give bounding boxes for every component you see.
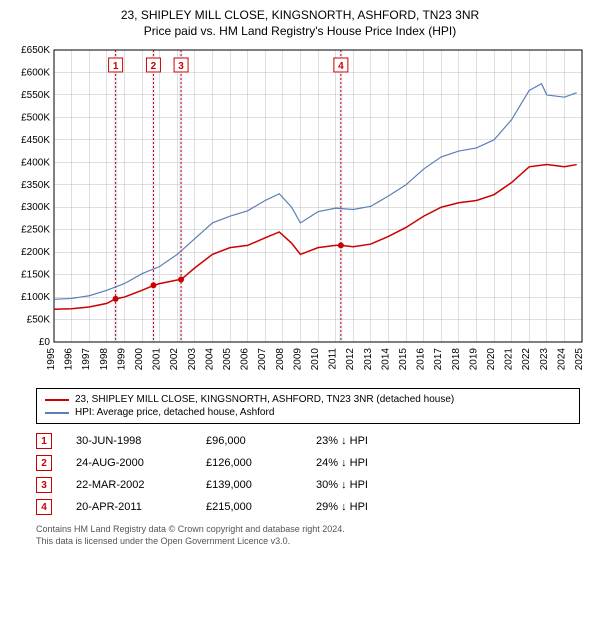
svg-text:2025: 2025 xyxy=(574,348,585,371)
svg-text:2010: 2010 xyxy=(310,348,321,371)
svg-text:2005: 2005 xyxy=(222,348,233,371)
svg-text:£400K: £400K xyxy=(21,157,50,168)
chart-title: 23, SHIPLEY MILL CLOSE, KINGSNORTH, ASHF… xyxy=(0,0,600,42)
svg-text:2008: 2008 xyxy=(275,348,286,371)
svg-text:2: 2 xyxy=(151,61,157,72)
svg-text:£650K: £650K xyxy=(21,45,50,56)
sales-diff: 29% ↓ HPI xyxy=(316,501,426,513)
svg-text:4: 4 xyxy=(338,61,344,72)
svg-text:3: 3 xyxy=(178,61,184,72)
page: 23, SHIPLEY MILL CLOSE, KINGSNORTH, ASHF… xyxy=(0,0,600,547)
sales-diff: 24% ↓ HPI xyxy=(316,457,426,469)
svg-text:£500K: £500K xyxy=(21,112,50,123)
svg-text:£300K: £300K xyxy=(21,202,50,213)
svg-text:£50K: £50K xyxy=(27,315,51,326)
svg-text:2009: 2009 xyxy=(292,348,303,371)
svg-text:2020: 2020 xyxy=(486,348,497,371)
sales-price: £139,000 xyxy=(206,479,316,491)
sales-date: 30-JUN-1998 xyxy=(76,435,206,447)
sales-row: 4 20-APR-2011£215,00029% ↓ HPI xyxy=(36,496,580,518)
svg-text:2006: 2006 xyxy=(240,348,251,371)
chart-svg: £0 £50K £100K £150K £200K £250K £300K £350K £400… xyxy=(10,42,590,382)
sales-row: 3 22-MAR-2002£139,00030% ↓ HPI xyxy=(36,474,580,496)
svg-text:2022: 2022 xyxy=(521,348,532,371)
sales-marker: 1 xyxy=(36,433,52,449)
svg-text:£350K: £350K xyxy=(21,180,50,191)
sales-date: 24-AUG-2000 xyxy=(76,457,206,469)
legend: 23, SHIPLEY MILL CLOSE, KINGSNORTH, ASHF… xyxy=(36,388,580,424)
svg-text:1999: 1999 xyxy=(116,348,127,371)
svg-text:2012: 2012 xyxy=(345,348,356,371)
svg-text:2023: 2023 xyxy=(539,348,550,371)
svg-text:2000: 2000 xyxy=(134,348,145,371)
sales-diff: 23% ↓ HPI xyxy=(316,435,426,447)
legend-row: 23, SHIPLEY MILL CLOSE, KINGSNORTH, ASHF… xyxy=(45,393,571,406)
svg-text:1996: 1996 xyxy=(64,348,75,371)
sales-row: 1 30-JUN-1998£96,00023% ↓ HPI xyxy=(36,430,580,452)
svg-text:2015: 2015 xyxy=(398,348,409,371)
svg-text:£200K: £200K xyxy=(21,247,50,258)
legend-swatch xyxy=(45,399,69,401)
sales-price: £215,000 xyxy=(206,501,316,513)
sales-diff: 30% ↓ HPI xyxy=(316,479,426,491)
svg-text:2002: 2002 xyxy=(169,348,180,371)
svg-text:2024: 2024 xyxy=(556,348,567,371)
svg-text:£250K: £250K xyxy=(21,225,50,236)
sales-marker: 4 xyxy=(36,499,52,515)
svg-text:1998: 1998 xyxy=(99,348,110,371)
svg-text:£100K: £100K xyxy=(21,292,50,303)
legend-label: HPI: Average price, detached house, Ashf… xyxy=(75,407,274,418)
svg-text:2004: 2004 xyxy=(204,348,215,371)
svg-text:2021: 2021 xyxy=(504,348,515,371)
sales-row: 2 24-AUG-2000£126,00024% ↓ HPI xyxy=(36,452,580,474)
svg-text:2011: 2011 xyxy=(328,348,339,370)
legend-swatch xyxy=(45,412,69,414)
title-subtitle: Price paid vs. HM Land Registry's House … xyxy=(10,24,590,38)
svg-text:2016: 2016 xyxy=(416,348,427,371)
svg-text:£550K: £550K xyxy=(21,90,50,101)
sales-table: 1 30-JUN-1998£96,00023% ↓ HPI 2 24-AUG-2000… xyxy=(36,430,580,518)
svg-text:2018: 2018 xyxy=(451,348,462,371)
svg-text:1997: 1997 xyxy=(81,348,92,371)
svg-text:2007: 2007 xyxy=(257,348,268,371)
svg-text:2014: 2014 xyxy=(380,348,391,371)
footer-line1: Contains HM Land Registry data © Crown c… xyxy=(36,524,580,536)
sales-date: 20-APR-2011 xyxy=(76,501,206,513)
svg-text:1: 1 xyxy=(113,61,119,72)
footer-line2: This data is licensed under the Open Gov… xyxy=(36,536,580,548)
sales-marker: 3 xyxy=(36,477,52,493)
title-address: 23, SHIPLEY MILL CLOSE, KINGSNORTH, ASHF… xyxy=(10,8,590,22)
legend-row: HPI: Average price, detached house, Ashf… xyxy=(45,406,571,419)
svg-text:£0: £0 xyxy=(39,337,51,348)
sales-marker: 2 xyxy=(36,455,52,471)
sales-price: £126,000 xyxy=(206,457,316,469)
svg-text:2001: 2001 xyxy=(152,348,163,371)
footer: Contains HM Land Registry data © Crown c… xyxy=(36,524,580,547)
legend-label: 23, SHIPLEY MILL CLOSE, KINGSNORTH, ASHF… xyxy=(75,394,454,405)
svg-text:£450K: £450K xyxy=(21,135,50,146)
chart: £0 £50K £100K £150K £200K £250K £300K £350K £400… xyxy=(10,42,590,382)
sales-date: 22-MAR-2002 xyxy=(76,479,206,491)
svg-text:2003: 2003 xyxy=(187,348,198,371)
svg-text:2017: 2017 xyxy=(433,348,444,371)
svg-text:£150K: £150K xyxy=(21,270,50,281)
svg-text:1995: 1995 xyxy=(46,348,57,371)
sales-price: £96,000 xyxy=(206,435,316,447)
svg-text:£600K: £600K xyxy=(21,67,50,78)
svg-text:2013: 2013 xyxy=(363,348,374,371)
svg-text:2019: 2019 xyxy=(468,348,479,371)
